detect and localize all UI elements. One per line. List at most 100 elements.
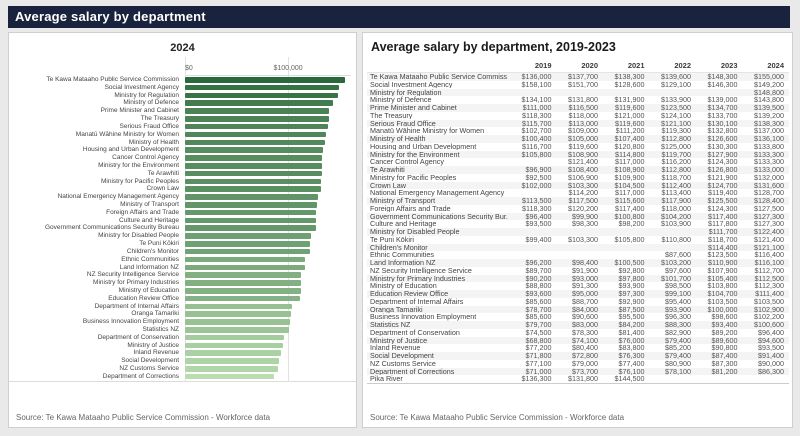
- bar[interactable]: [185, 295, 300, 302]
- table-cell: $117,000: [615, 188, 645, 198]
- chart-row: Culture and Heritage: [9, 217, 356, 225]
- bar-zone: [185, 84, 351, 92]
- bar-zone: [185, 287, 351, 295]
- table-cell: $121,900: [707, 172, 738, 182]
- bar[interactable]: [185, 327, 289, 333]
- table-row: Manatū Wāhine Ministry for Women $102,700…: [367, 127, 789, 135]
- bar[interactable]: [185, 342, 283, 349]
- table-row: Statistics NZ $79,700 $83,000 $84,200 $88,30…: [367, 321, 789, 329]
- bar[interactable]: [185, 264, 305, 271]
- bar[interactable]: [185, 350, 282, 357]
- bar[interactable]: [185, 334, 285, 341]
- bar[interactable]: [185, 272, 302, 278]
- bar[interactable]: [185, 287, 301, 294]
- table-row-label: Ministry for Primary Industries: [370, 274, 466, 283]
- chart-category-label: Business Innovation Employment: [82, 318, 179, 326]
- table-cell: $123,500: [707, 250, 738, 260]
- table-cell: $133,800: [754, 141, 784, 151]
- bar[interactable]: [185, 194, 318, 200]
- table-cell: $99,900: [572, 211, 598, 221]
- year-column-header: 2020: [581, 60, 598, 70]
- chart-row: Cancer Control Agency: [9, 154, 356, 162]
- bar[interactable]: [185, 170, 323, 177]
- bar[interactable]: [185, 155, 323, 161]
- bar-zone: [185, 349, 351, 357]
- table-cell: $106,900: [568, 172, 598, 182]
- bar[interactable]: [185, 186, 321, 192]
- table-cell: $101,700: [661, 273, 691, 283]
- table-cell: $89,700: [525, 265, 552, 275]
- bar[interactable]: [185, 366, 278, 372]
- table-cell: $151,700: [568, 79, 598, 89]
- table-cell: $98,400: [572, 258, 598, 268]
- bar[interactable]: [185, 373, 274, 380]
- table-cell: $103,900: [661, 219, 691, 229]
- bar-zone: [185, 193, 351, 201]
- table-cell: $123,500: [661, 103, 691, 113]
- table-row-label: Department of Corrections: [370, 367, 455, 376]
- bar[interactable]: [185, 131, 327, 138]
- bar[interactable]: [185, 123, 328, 130]
- bar[interactable]: [185, 92, 339, 99]
- bar[interactable]: [185, 319, 291, 325]
- table-cell: $120,200: [568, 203, 598, 213]
- bar[interactable]: [185, 116, 329, 122]
- table-cell: $148,300: [707, 72, 738, 82]
- table-cell: $96,200: [525, 258, 552, 268]
- bar[interactable]: [185, 139, 326, 146]
- table-row: Te Arawhiti $96,900 $108,400 $108,900 $112,8…: [367, 166, 789, 174]
- table-row-label: Business Innovation Employment: [370, 313, 477, 321]
- bar[interactable]: [185, 162, 323, 169]
- bar[interactable]: [185, 225, 317, 232]
- bar-zone: [185, 357, 351, 365]
- table-cell: $125,000: [661, 141, 691, 151]
- chart-row: Social Development: [9, 357, 356, 365]
- bar[interactable]: [185, 256, 305, 263]
- bar[interactable]: [185, 248, 310, 255]
- bar[interactable]: [185, 77, 345, 83]
- table-row-label: Land Information NZ: [370, 259, 436, 267]
- table-cell: $111,200: [615, 126, 645, 136]
- bar[interactable]: [185, 358, 280, 364]
- bar[interactable]: [185, 303, 292, 310]
- table-row-label: Te Puni Kōkiri: [370, 235, 414, 244]
- chart-category-label: Education Review Office: [108, 294, 179, 302]
- table-cell: $89,200: [711, 327, 738, 337]
- table-cell: $80,400: [572, 343, 598, 353]
- table-row: Department of Conservation $74,500 $78,300…: [367, 329, 789, 337]
- bar[interactable]: [185, 217, 317, 224]
- table-row-label: Oranga Tamariki: [370, 305, 423, 314]
- bar[interactable]: [185, 280, 301, 286]
- table-row: Foreign Affairs and Trade $118,300 $120,20…: [367, 205, 789, 213]
- bar-zone: [185, 209, 351, 217]
- table-cell: $128,700: [754, 188, 784, 198]
- table-row-label: Pika River: [370, 375, 403, 383]
- bar[interactable]: [185, 233, 312, 239]
- table-cell: $118,000: [568, 110, 598, 120]
- table-row-label: National Emergency Management Agency: [370, 189, 505, 197]
- bar[interactable]: [185, 178, 322, 185]
- bar[interactable]: [185, 311, 292, 317]
- table-header-row: 2019 2020 2021 2022 2023 2024: [367, 59, 789, 73]
- table-cell: $90,600: [572, 312, 598, 322]
- bar[interactable]: [185, 108, 329, 114]
- chart-category-label: Social Investment Agency: [104, 83, 179, 91]
- bar[interactable]: [185, 209, 317, 216]
- bar[interactable]: [185, 202, 318, 208]
- table-cell: $97,800: [618, 273, 645, 283]
- table-cell: $93,500: [525, 219, 552, 229]
- bar[interactable]: [185, 147, 323, 153]
- table-cell: $127,500: [754, 203, 784, 213]
- table-cell: $146,300: [707, 79, 738, 89]
- table-row-label: Inland Revenue: [370, 344, 421, 352]
- chart-category-label: Ministry of Transport: [120, 201, 179, 208]
- table-cell: $118,300: [522, 110, 552, 120]
- table-row: Ministry of Transport $113,500 $117,500 $11…: [367, 197, 789, 205]
- chart-category-label: Te Arawhiti: [147, 169, 179, 177]
- table-cell: $76,000: [618, 335, 645, 345]
- table-row: Department of Corrections $71,000 $73,700 $…: [367, 367, 789, 376]
- chart-category-label: Ministry for Pacific Peoples: [100, 177, 179, 185]
- bar[interactable]: [185, 100, 334, 107]
- bar[interactable]: [185, 241, 311, 247]
- bar[interactable]: [185, 84, 339, 91]
